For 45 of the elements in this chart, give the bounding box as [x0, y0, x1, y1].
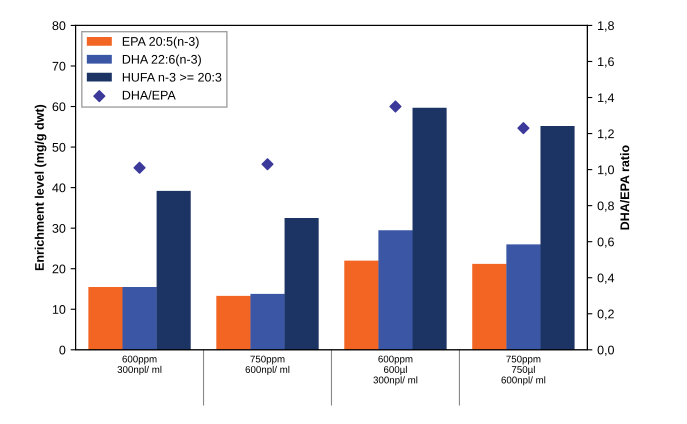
bar: [540, 126, 575, 350]
x-tick-label: 600ppm 600µl 300npl/ ml: [373, 356, 418, 386]
bar: [284, 218, 319, 350]
legend-label: DHA 22:6(n-3): [122, 54, 201, 66]
legend-label: EPA 20:5(n-3): [122, 36, 199, 48]
y2-tick-label: 0,6: [598, 237, 614, 248]
y-tick-label: 20: [52, 264, 66, 274]
y2-tick-label: 1,0: [598, 165, 614, 176]
y-tick-label: 40: [52, 183, 66, 192]
y-tick-label: 80: [52, 21, 66, 30]
bar: [506, 244, 540, 350]
x-tick-label: 750ppm 750µl 600npl/ ml: [501, 356, 546, 386]
bar: [122, 286, 157, 350]
legend-label: DHA/EPA: [122, 90, 176, 100]
y-tick-label: 0: [59, 346, 66, 354]
bar: [250, 294, 285, 350]
y2-axis-title: DHA/EPA ratio: [620, 145, 630, 230]
legend-label: HUFA n-3 >= 20:3: [122, 72, 222, 82]
y-tick-label: 30: [52, 224, 66, 233]
bar: [378, 230, 413, 350]
y2-tick-label: 0,2: [598, 310, 614, 320]
y2-tick-label: 1,2: [598, 129, 614, 140]
point: [133, 162, 146, 174]
y2-tick-label: 0,8: [598, 201, 614, 212]
bar: [216, 296, 250, 350]
y-tick-label: 70: [52, 62, 66, 71]
bar: [88, 286, 122, 350]
y2-tick-label: 0,0: [598, 346, 614, 356]
bar: [156, 190, 191, 350]
y2-tick-label: 1,4: [598, 93, 614, 104]
bar: [344, 260, 378, 350]
bar: [472, 264, 506, 350]
point: [389, 100, 402, 113]
y2-tick-label: 1,6: [598, 57, 614, 68]
y-tick-label: 60: [52, 102, 66, 112]
y2-tick-label: 0,4: [598, 274, 614, 284]
x-tick-label: 600ppm 300npl/ ml: [117, 356, 162, 375]
point: [517, 122, 530, 134]
point: [261, 158, 274, 170]
y2-tick-label: 1,8: [598, 21, 614, 32]
x-tick-label: 750ppm 600npl/ ml: [246, 356, 290, 375]
y-axis-title: Enrichment level (mg/g dwt): [34, 104, 46, 270]
y-tick-label: 50: [52, 142, 66, 152]
bar: [412, 108, 447, 350]
y-tick-label: 10: [52, 305, 66, 314]
